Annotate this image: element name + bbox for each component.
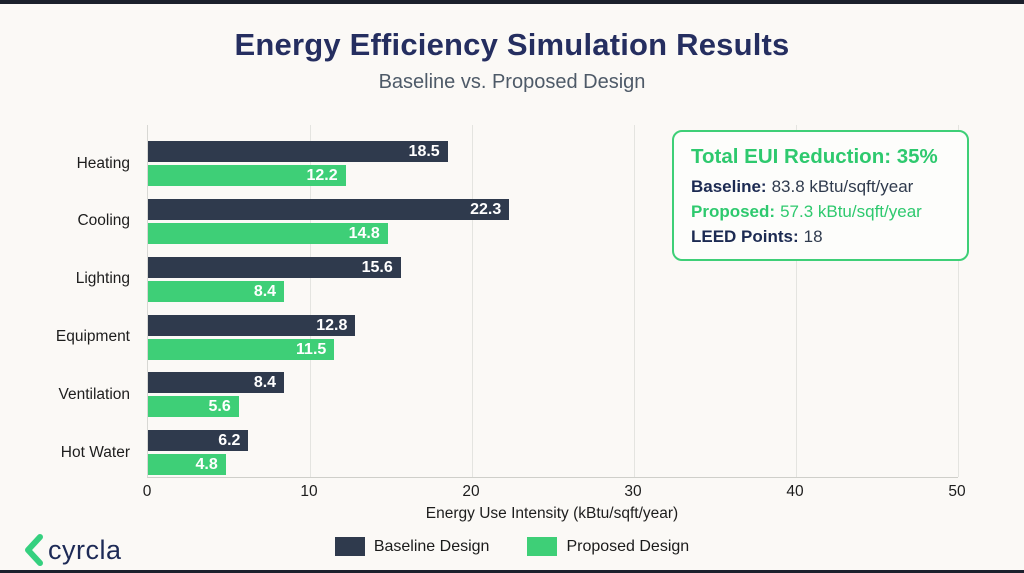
- bar-value-label: 6.2: [218, 432, 241, 450]
- bar-baseline-hot-water: 6.2: [148, 430, 249, 452]
- bar-value-label: 15.6: [361, 258, 393, 276]
- x-tick-30: 30: [624, 483, 642, 500]
- legend-label: Proposed Design: [566, 537, 690, 555]
- info-row-baseline: Baseline: 83.8 kBtu/sqft/year: [691, 174, 950, 199]
- cyrcla-logo: cyrcla: [22, 530, 122, 570]
- x-tick-0: 0: [142, 483, 152, 500]
- bar-proposed-ventilation: 5.6: [148, 396, 239, 418]
- info-label: LEED Points:: [691, 227, 799, 246]
- category-label-heating: Heating: [76, 154, 130, 172]
- bar-value-label: 12.2: [306, 167, 338, 184]
- proposed-swatch: [527, 537, 558, 556]
- bar-value-label: 4.8: [195, 456, 218, 474]
- info-label: Baseline:: [691, 177, 767, 196]
- x-axis-title: Energy Use Intensity (kBtu/sqft/year): [425, 505, 679, 522]
- bar-proposed-lighting: 8.4: [148, 280, 285, 302]
- legend-item-proposed: Proposed Design: [527, 537, 689, 556]
- gridline-x30: [634, 125, 635, 477]
- bar-proposed-hot-water: 4.8: [148, 454, 226, 476]
- top-border-strip: [0, 0, 1024, 4]
- bar-baseline-equipment: 12.8: [148, 314, 356, 336]
- bar-value-label: 5.6: [208, 398, 231, 416]
- gridline-x20: [472, 125, 473, 477]
- bar-baseline-cooling: 22.3: [148, 198, 510, 220]
- info-label: Proposed:: [691, 202, 776, 221]
- info-heading: Total EUI Reduction: 35%: [691, 145, 938, 168]
- logo-text: cyrcla: [48, 534, 122, 565]
- page-subtitle: Baseline vs. Proposed Design: [378, 71, 646, 93]
- bar-chart-plot-area: 18.5 12.2 22.3 14.8 15.6 8.4 12.8 11.5 8.4 5.6 6.2…: [147, 125, 959, 478]
- x-tick-40: 40: [786, 483, 804, 500]
- category-label-hot-water: Hot Water: [60, 443, 130, 461]
- bar-value-label: 8.4: [253, 374, 277, 392]
- bar-proposed-cooling: 14.8: [148, 222, 388, 244]
- category-axis-labels: Heating Cooling Lighting Equipment Ventilati…: [0, 125, 138, 477]
- bar-proposed-equipment: 11.5: [148, 338, 335, 360]
- bottom-border-strip: [0, 570, 1024, 573]
- info-value: 57.3 kBtu/sqft/year: [780, 202, 922, 221]
- chart-legend: Baseline Design Proposed Design: [0, 537, 1024, 556]
- bar-value-label: 8.4: [253, 282, 277, 300]
- bar-value-label: 18.5: [408, 143, 440, 160]
- category-label-cooling: Cooling: [77, 212, 130, 230]
- baseline-swatch: [334, 537, 365, 556]
- gridline-x10: [310, 125, 311, 477]
- bar-value-label: 11.5: [296, 340, 327, 358]
- bar-baseline-lighting: 15.6: [148, 256, 401, 278]
- info-value: 18: [803, 227, 823, 246]
- x-tick-50: 50: [948, 483, 966, 500]
- gridline-x50: [958, 125, 959, 477]
- category-label-equipment: Equipment: [55, 328, 130, 346]
- x-tick-20: 20: [462, 483, 480, 500]
- bar-proposed-heating: 12.2: [148, 165, 346, 186]
- summary-info-box: Total EUI Reduction: 35% Baseline: 83.8 k…: [672, 130, 969, 261]
- bar-value-label: 22.3: [470, 200, 502, 218]
- info-value: 83.8 kBtu/sqft/year: [771, 177, 914, 196]
- x-tick-10: 10: [300, 483, 318, 500]
- chevron-icon: [25, 534, 43, 566]
- x-axis-ticks: 0 10 20 30 40 50: [143, 483, 966, 503]
- bar-baseline-ventilation: 8.4: [148, 372, 285, 394]
- gridline-x40: [796, 125, 797, 477]
- page-title: Energy Efficiency Simulation Results: [234, 27, 790, 62]
- bar-baseline-heating: 18.5: [148, 141, 448, 162]
- category-label-ventilation: Ventilation: [58, 385, 130, 403]
- bar-value-label: 14.8: [348, 224, 380, 242]
- legend-item-baseline: Baseline Design: [334, 537, 490, 556]
- info-row-proposed: Proposed: 57.3 kBtu/sqft/year: [691, 199, 950, 224]
- legend-label: Baseline Design: [373, 537, 490, 555]
- info-row-leed: LEED Points: 18: [691, 224, 950, 249]
- category-label-lighting: Lighting: [75, 270, 130, 288]
- bar-value-label: 12.8: [316, 316, 348, 334]
